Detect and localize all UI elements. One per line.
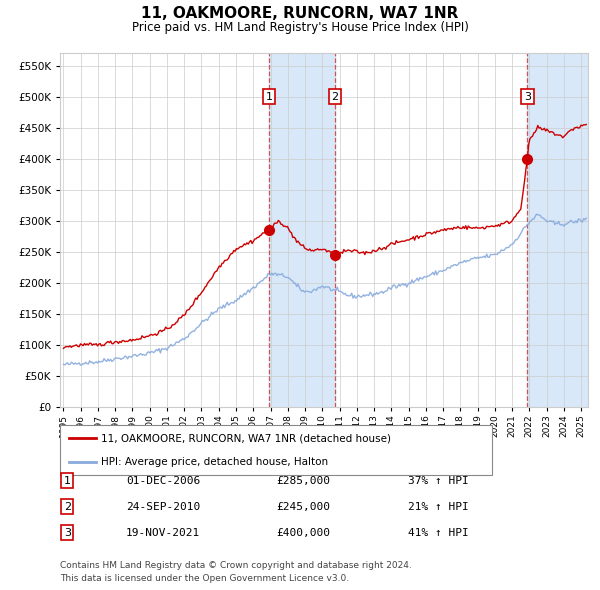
Text: Contains HM Land Registry data © Crown copyright and database right 2024.
This d: Contains HM Land Registry data © Crown c… xyxy=(60,562,412,583)
Text: 2: 2 xyxy=(64,502,71,512)
Text: HPI: Average price, detached house, Halton: HPI: Average price, detached house, Halt… xyxy=(101,457,328,467)
Text: 2: 2 xyxy=(331,91,338,101)
Text: 01-DEC-2006: 01-DEC-2006 xyxy=(126,476,200,486)
Bar xyxy=(527,53,588,407)
Text: 3: 3 xyxy=(524,91,531,101)
Text: £245,000: £245,000 xyxy=(276,502,330,512)
Text: £285,000: £285,000 xyxy=(276,476,330,486)
Text: 1: 1 xyxy=(64,476,71,486)
Text: 24-SEP-2010: 24-SEP-2010 xyxy=(126,502,200,512)
Text: 19-NOV-2021: 19-NOV-2021 xyxy=(126,528,200,537)
Text: Price paid vs. HM Land Registry's House Price Index (HPI): Price paid vs. HM Land Registry's House … xyxy=(131,21,469,34)
Text: 11, OAKMOORE, RUNCORN, WA7 1NR: 11, OAKMOORE, RUNCORN, WA7 1NR xyxy=(142,6,458,21)
Text: 3: 3 xyxy=(64,528,71,537)
Text: 41% ↑ HPI: 41% ↑ HPI xyxy=(408,528,469,537)
Text: £400,000: £400,000 xyxy=(276,528,330,537)
Bar xyxy=(269,53,335,407)
Text: 37% ↑ HPI: 37% ↑ HPI xyxy=(408,476,469,486)
Text: 1: 1 xyxy=(266,91,272,101)
Text: 11, OAKMOORE, RUNCORN, WA7 1NR (detached house): 11, OAKMOORE, RUNCORN, WA7 1NR (detached… xyxy=(101,434,391,443)
Text: 21% ↑ HPI: 21% ↑ HPI xyxy=(408,502,469,512)
